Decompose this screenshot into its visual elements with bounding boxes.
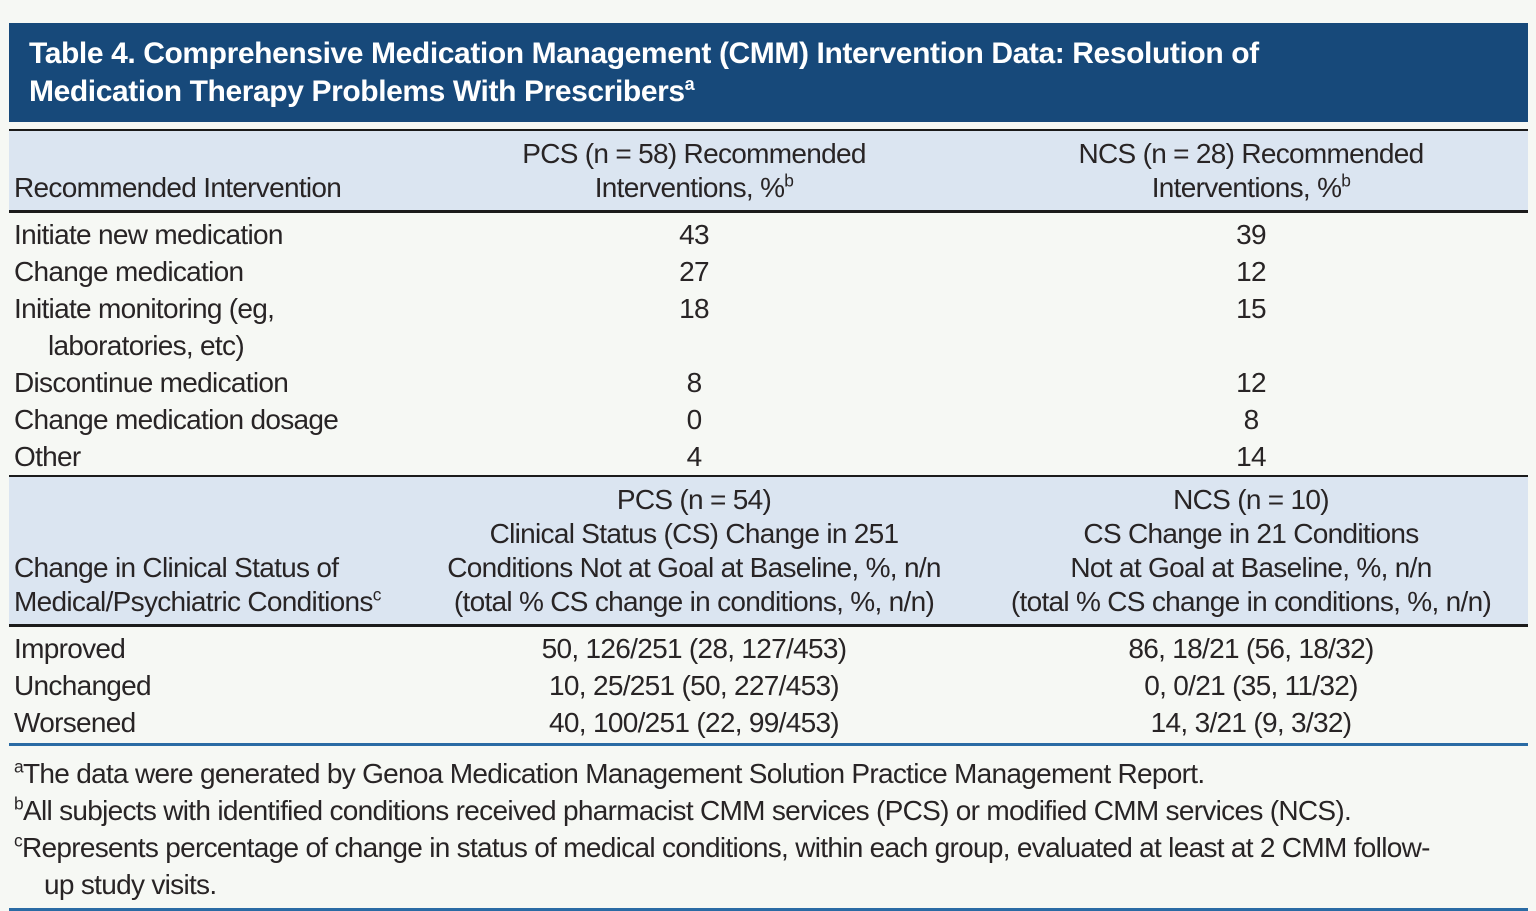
table-row: Improved 50, 126/251 (28, 127/453) 86, 1… <box>9 626 1528 668</box>
ncs-value: 14 <box>1236 441 1266 472</box>
section1-header: Recommended Intervention PCS (n = 58) Re… <box>9 129 1528 213</box>
section1-body: Initiate new medication 43 39 Change med… <box>9 212 1528 477</box>
row-label: Worsened <box>9 704 414 746</box>
ncs-header-line1: NCS (n = 28) Recommended <box>1078 138 1424 169</box>
pcs-value: 43 <box>679 219 709 250</box>
ncs-value: 8 <box>1243 404 1260 435</box>
pcs-header-line2: Interventions, %b <box>594 170 794 203</box>
section2-ncs-header: NCS (n = 10) CS Change in 21 Conditions … <box>974 475 1528 627</box>
row-label: Unchanged <box>14 670 152 701</box>
table-figure: Table 4. Comprehensive Medication Manage… <box>9 0 1528 911</box>
section1-row-header: Recommended Intervention <box>9 129 414 213</box>
row-label-line2: laboratories, etc) <box>48 330 245 361</box>
row-label: Improved <box>14 633 126 664</box>
footnotes: aThe data were generated by Genoa Medica… <box>9 755 1528 903</box>
pcs-value: 0 <box>686 404 703 435</box>
footnote-b: bAll subjects with identified conditions… <box>14 793 1352 826</box>
table-title-line2: Medication Therapy Problems With Prescri… <box>29 74 695 108</box>
pcs-footnote-marker: b <box>784 170 794 191</box>
table-row: Worsened 40, 100/251 (22, 99/453) 14, 3/… <box>9 704 1528 746</box>
ncs-value: 86, 18/21 (56, 18/32) <box>1128 633 1374 664</box>
cmm-data-table: Recommended Intervention PCS (n = 58) Re… <box>9 129 1528 746</box>
section1-header-row: Recommended Intervention PCS (n = 58) Re… <box>9 129 1528 213</box>
table-row: Other 4 14 <box>9 438 1528 476</box>
footnote-a: aThe data were generated by Genoa Medica… <box>14 756 1205 789</box>
section1-pcs-header: PCS (n = 58) Recommended Interventions, … <box>414 129 974 213</box>
pcs-value: 4 <box>686 441 703 472</box>
footnote-c: cRepresents percentage of change in stat… <box>14 830 1430 863</box>
title-footnote-marker: a <box>684 74 695 94</box>
section1-ncs-header: NCS (n = 28) Recommended Interventions, … <box>974 129 1528 213</box>
ncs-value: 39 <box>1236 219 1266 250</box>
pcs-value: 18 <box>679 293 709 324</box>
table-row: Change medication 27 12 <box>9 253 1528 290</box>
row-label: Initiate new medication <box>14 219 283 250</box>
ncs-value: 12 <box>1236 256 1266 287</box>
table-row: Initiate monitoring (eg, laboratories, e… <box>9 290 1528 364</box>
ncs-value: 14, 3/21 (9, 3/32) <box>974 704 1528 746</box>
table-title-line1: Table 4. Comprehensive Medication Manage… <box>29 37 1259 70</box>
ncs-header-line2: Interventions, %b <box>1151 170 1351 203</box>
pcs-value: 40, 100/251 (22, 99/453) <box>414 704 974 746</box>
ncs-value: 12 <box>1236 367 1266 398</box>
ncs-value: 0, 0/21 (35, 11/32) <box>1144 670 1358 701</box>
footnote-b-marker: b <box>14 793 24 814</box>
section2-body: Improved 50, 126/251 (28, 127/453) 86, 1… <box>9 626 1528 746</box>
conditions-footnote-marker: c <box>372 584 382 605</box>
pcs-value: 50, 126/251 (28, 127/453) <box>541 633 847 664</box>
section2-pcs-header: PCS (n = 54) Clinical Status (CS) Change… <box>414 475 974 627</box>
ncs-footnote-marker: b <box>1341 170 1351 191</box>
section2-row-header-line1: Change in Clinical Status of <box>14 552 339 583</box>
section2-row-header-line2: Medical/Psychiatric Conditionsc <box>14 584 382 617</box>
pcs-value: 10, 25/251 (50, 227/453) <box>549 670 840 701</box>
footnote-c-continuation: up study visits. <box>44 869 217 900</box>
section2-header-row: Change in Clinical Status of Medical/Psy… <box>9 475 1528 627</box>
footnote-a-marker: a <box>14 756 24 777</box>
row-label: Change medication <box>14 256 244 287</box>
table-row: Unchanged 10, 25/251 (50, 227/453) 0, 0/… <box>9 667 1528 704</box>
pcs-value: 27 <box>679 256 709 287</box>
ncs-value: 15 <box>1236 293 1266 324</box>
section2-row-header: Change in Clinical Status of Medical/Psy… <box>9 475 414 627</box>
pcs-header-line1: PCS (n = 58) Recommended <box>522 138 866 169</box>
footnote-c-marker: c <box>14 830 23 851</box>
row-label-line1: Initiate monitoring (eg, <box>14 293 275 324</box>
row-label: Change medication dosage <box>14 404 339 435</box>
table-row: Initiate new medication 43 39 <box>9 212 1528 254</box>
section2-header: Change in Clinical Status of Medical/Psy… <box>9 475 1528 627</box>
row-label: Other <box>14 441 81 472</box>
table-title-bar: Table 4. Comprehensive Medication Manage… <box>9 23 1528 122</box>
table-row: Discontinue medication 8 12 <box>9 364 1528 401</box>
table-row: Change medication dosage 0 8 <box>9 401 1528 438</box>
row-label: Initiate monitoring (eg, laboratories, e… <box>9 290 414 364</box>
pcs-value: 8 <box>686 367 703 398</box>
row-label: Discontinue medication <box>14 367 289 398</box>
